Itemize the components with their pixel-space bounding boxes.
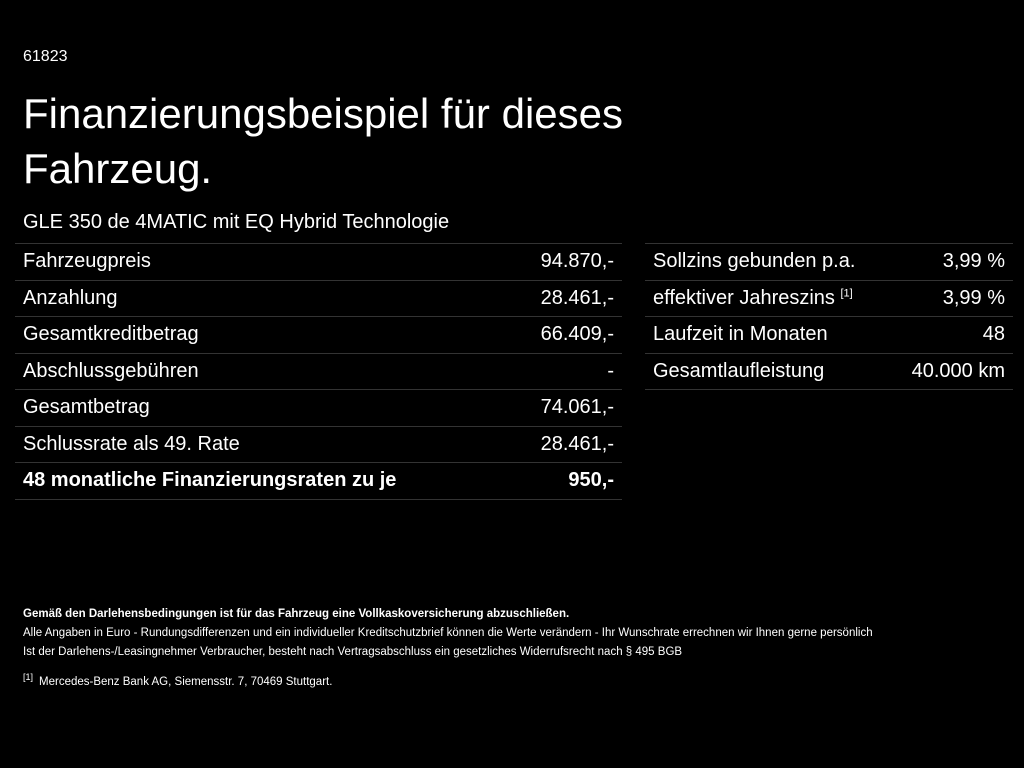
footer-line: Alle Angaben in Euro - Rundungsdifferenz… xyxy=(23,627,873,639)
label: Anzahlung xyxy=(15,280,509,317)
value: 66.409,- xyxy=(508,316,622,354)
label: 48 monatliche Finanzierungsraten zu je xyxy=(15,462,509,500)
bold-note: Gemäß den Darlehensbedingungen ist für d… xyxy=(23,608,570,620)
row: Sollzins gebunden p.a. 3,99 % xyxy=(645,243,1013,281)
label: Laufzeit in Monaten xyxy=(653,323,828,346)
label: Gesamtbetrag xyxy=(15,389,509,427)
label: Sollzins gebunden p.a. xyxy=(653,250,856,273)
row: 48 monatliche Finanzierungsraten zu je 95… xyxy=(15,462,622,500)
row: Gesamtkreditbetrag 66.409,- xyxy=(15,316,622,354)
footer-line: Ist der Darlehens-/Leasingnehmer Verbrau… xyxy=(23,646,683,658)
title: Finanzierungsbeispiel für dieses Fahrzeu… xyxy=(23,90,623,192)
label-cell: Gesamtlaufleistung xyxy=(645,353,891,390)
row: Laufzeit in Monaten 48 xyxy=(645,316,1013,354)
left-table: Fahrzeugpreis 94.870,- Anzahlung 28.461,- Ge… xyxy=(15,243,622,500)
label: Gesamtlaufleistung xyxy=(653,359,825,382)
value: 28.461,- xyxy=(508,426,622,463)
value: 74.061,- xyxy=(508,389,622,427)
value: 48 xyxy=(890,316,1013,354)
value: 3,99 % xyxy=(890,280,1013,317)
label-cell: Laufzeit in Monaten xyxy=(645,316,891,354)
value: 3,99 % xyxy=(890,243,1013,281)
value: 94.870,- xyxy=(508,243,622,281)
footnote-marker: [1] xyxy=(23,672,34,682)
label: Gesamtkreditbetrag xyxy=(15,316,509,354)
row: Abschlussgebühren - xyxy=(15,353,622,390)
footnote: [1] Mercedes-Benz Bank AG, Siemensstr. 7,… xyxy=(23,668,873,692)
row: Schlussrate als 49. Rate 28.461,- xyxy=(15,426,622,463)
label-cell: effektiver Jahreszins [1] xyxy=(645,280,891,317)
footnote-text: Mercedes-Benz Bank AG, Siemensstr. 7, 70… xyxy=(39,675,333,688)
label: effektiver Jahreszins xyxy=(653,286,835,309)
footer: Gemäß den Darlehensbedingungen ist für d… xyxy=(23,605,873,692)
value: 950,- xyxy=(508,462,622,500)
label: Abschlussgebühren xyxy=(15,353,509,390)
row: effektiver Jahreszins [1] 3,99 % xyxy=(645,280,1013,317)
right-table: Sollzins gebunden p.a. 3,99 % effektiver J… xyxy=(645,243,1013,390)
row: Anzahlung 28.461,- xyxy=(15,280,622,317)
value: 40.000 km xyxy=(890,353,1013,390)
label: Fahrzeugpreis xyxy=(15,243,509,281)
row: Gesamtbetrag 74.061,- xyxy=(15,389,622,427)
row: Fahrzeugpreis 94.870,- xyxy=(15,243,622,281)
label-cell: Sollzins gebunden p.a. xyxy=(645,243,891,281)
row: Gesamtlaufleistung 40.000 km xyxy=(645,353,1013,390)
code: 61823 xyxy=(23,48,68,65)
label: Schlussrate als 49. Rate xyxy=(15,426,509,463)
note: [1] xyxy=(840,287,853,300)
value: - xyxy=(508,353,622,390)
value: 28.461,- xyxy=(508,280,622,317)
model: GLE 350 de 4MATIC mit EQ Hybrid Technolo… xyxy=(23,211,450,233)
